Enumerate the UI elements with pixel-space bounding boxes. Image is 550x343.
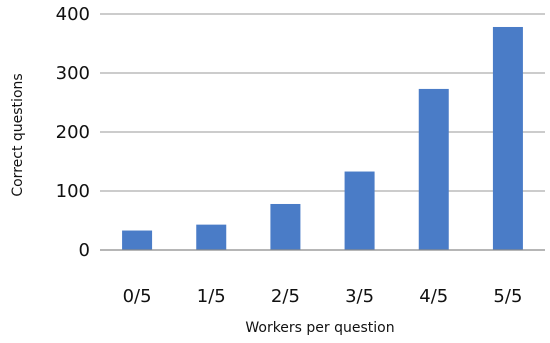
y-axis-title: Correct questions xyxy=(10,73,26,196)
y-tick-label: 0 xyxy=(79,240,90,261)
bar-0-of-5 xyxy=(122,230,153,250)
y-tick-label: 200 xyxy=(56,122,90,143)
bars xyxy=(122,26,523,251)
x-tick-labels: 0/5 1/5 2/5 3/5 4/5 5/5 xyxy=(123,286,523,307)
bar-1-of-5 xyxy=(196,224,227,250)
x-tick-label: 3/5 xyxy=(345,286,374,307)
y-tick-label: 300 xyxy=(56,63,90,84)
x-tick-label: 2/5 xyxy=(271,286,300,307)
bar-3-of-5 xyxy=(344,171,375,250)
gridlines xyxy=(100,13,545,192)
x-tick-label: 5/5 xyxy=(493,286,522,307)
y-tick-labels: 0 100 200 300 400 xyxy=(56,4,90,261)
x-tick-label: 4/5 xyxy=(419,286,448,307)
bar-4-of-5 xyxy=(418,88,449,251)
x-axis-title: Workers per question xyxy=(245,320,394,336)
bar-5-of-5 xyxy=(492,26,523,251)
x-tick-label: 1/5 xyxy=(197,286,226,307)
bar-2-of-5 xyxy=(270,203,301,250)
y-tick-label: 400 xyxy=(56,4,90,25)
x-tick-label: 0/5 xyxy=(123,286,152,307)
y-tick-label: 100 xyxy=(56,181,90,202)
